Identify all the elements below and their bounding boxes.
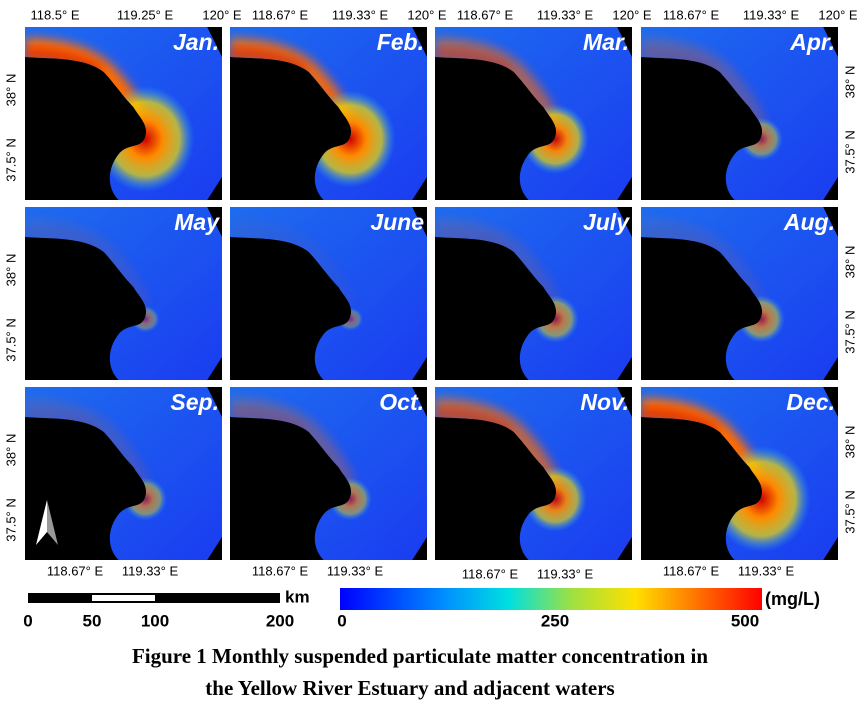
scale-label: 100 — [141, 611, 169, 630]
month-label: Apr. — [789, 29, 835, 55]
colorbar-label: 250 — [541, 611, 569, 630]
month-label: Nov. — [580, 389, 629, 415]
colorbar: (mg/L) 0 250 500 — [337, 588, 820, 630]
map-panel: Mar. — [435, 27, 632, 200]
month-label: Jan. — [173, 29, 219, 55]
caption-line: the Yellow River Estuary and adjacent wa… — [205, 676, 614, 700]
water — [435, 207, 632, 380]
arrow-left — [36, 500, 47, 545]
right-axis-label: 37.5° N — [842, 130, 857, 174]
map-panel: Nov. — [435, 387, 632, 560]
bottom-axis-label: 119.33° E — [122, 563, 179, 578]
month-label: June — [370, 209, 424, 235]
month-label: Sep. — [170, 389, 219, 415]
map-panel: Apr. — [641, 27, 838, 200]
map-panel: Sep. — [25, 387, 222, 560]
bottom-axis-label: 119.33° E — [738, 563, 795, 578]
map-panel: July — [435, 207, 632, 380]
map-panel: June — [230, 207, 427, 380]
top-axis-label: 119.33° E — [743, 7, 800, 22]
left-axis-label: 38° N — [3, 434, 18, 467]
water — [230, 207, 427, 380]
colorbar-unit: (mg/L) — [765, 589, 820, 609]
top-axis-label: 120° E — [818, 7, 858, 22]
top-axis-label: 120° E — [612, 7, 652, 22]
bottom-axis-label: 118.67° E — [663, 563, 720, 578]
top-axis-label: 118.5° E — [30, 7, 79, 22]
month-label: Oct. — [379, 389, 424, 415]
arrow-right — [47, 500, 58, 545]
right-axis-label: 38° N — [842, 246, 857, 279]
month-label: Mar. — [583, 29, 629, 55]
scale-bar: km 0 50 100 200 — [23, 587, 309, 630]
top-axis-label: 120° E — [407, 7, 447, 22]
colorbar-label: 0 — [337, 611, 346, 630]
bottom-axis-label: 118.67° E — [462, 566, 519, 581]
top-axis-label: 119.33° E — [332, 7, 389, 22]
scale-label: 0 — [23, 611, 32, 630]
top-axis-label: 118.67° E — [457, 7, 514, 22]
water — [435, 387, 632, 560]
scale-label: 50 — [83, 611, 102, 630]
top-axis-label: 119.33° E — [537, 7, 594, 22]
colorbar-label: 500 — [731, 611, 759, 630]
water — [641, 207, 838, 380]
bottom-axis-label: 118.67° E — [252, 563, 309, 578]
top-axis-label: 118.67° E — [252, 7, 309, 22]
north-label: N — [41, 480, 53, 497]
left-axis-label: 38° N — [3, 254, 18, 287]
water — [25, 387, 222, 560]
water — [230, 387, 427, 560]
map-panel: May — [25, 207, 222, 380]
bottom-axis-label: 119.33° E — [537, 566, 594, 581]
map-panel: Aug. — [641, 207, 838, 380]
month-label: Aug. — [783, 209, 835, 235]
scale-bar-segment — [92, 595, 155, 601]
left-axis-label: 37.5° N — [3, 318, 18, 362]
map-grid: Jan. Feb. Mar. Apr. May June July Aug. Sep. Oct. N… — [25, 27, 838, 560]
map-panel: Oct. — [230, 387, 427, 560]
map-panel: Dec. — [641, 387, 838, 560]
month-label: Feb. — [377, 29, 424, 55]
water — [25, 207, 222, 380]
top-axis-label: 120° E — [202, 7, 242, 22]
colorbar-ramp — [340, 588, 762, 610]
right-axis-label: 38° N — [842, 426, 857, 459]
right-axis-label: 38° N — [842, 66, 857, 99]
bottom-axis-label: 119.33° E — [327, 563, 384, 578]
top-axis-label: 118.67° E — [663, 7, 720, 22]
left-axis-label: 37.5° N — [3, 498, 18, 542]
month-label: Dec. — [786, 389, 835, 415]
scale-unit: km — [285, 587, 310, 606]
right-axis-label: 37.5° N — [842, 310, 857, 354]
left-axis-label: 37.5° N — [3, 138, 18, 182]
map-panel: Jan. — [25, 27, 222, 200]
top-axis-label: 119.25° E — [117, 7, 174, 22]
caption-line: Figure 1 Monthly suspended particulate m… — [132, 644, 708, 668]
bottom-axis-label: 118.67° E — [47, 563, 104, 578]
month-label: July — [583, 209, 630, 235]
north-arrow: N — [36, 480, 58, 545]
water — [641, 27, 838, 200]
month-label: May — [174, 209, 220, 235]
left-axis-label: 38° N — [3, 74, 18, 107]
right-axis-label: 37.5° N — [842, 490, 857, 534]
scale-label: 200 — [266, 611, 294, 630]
map-panel: Feb. — [230, 27, 427, 200]
